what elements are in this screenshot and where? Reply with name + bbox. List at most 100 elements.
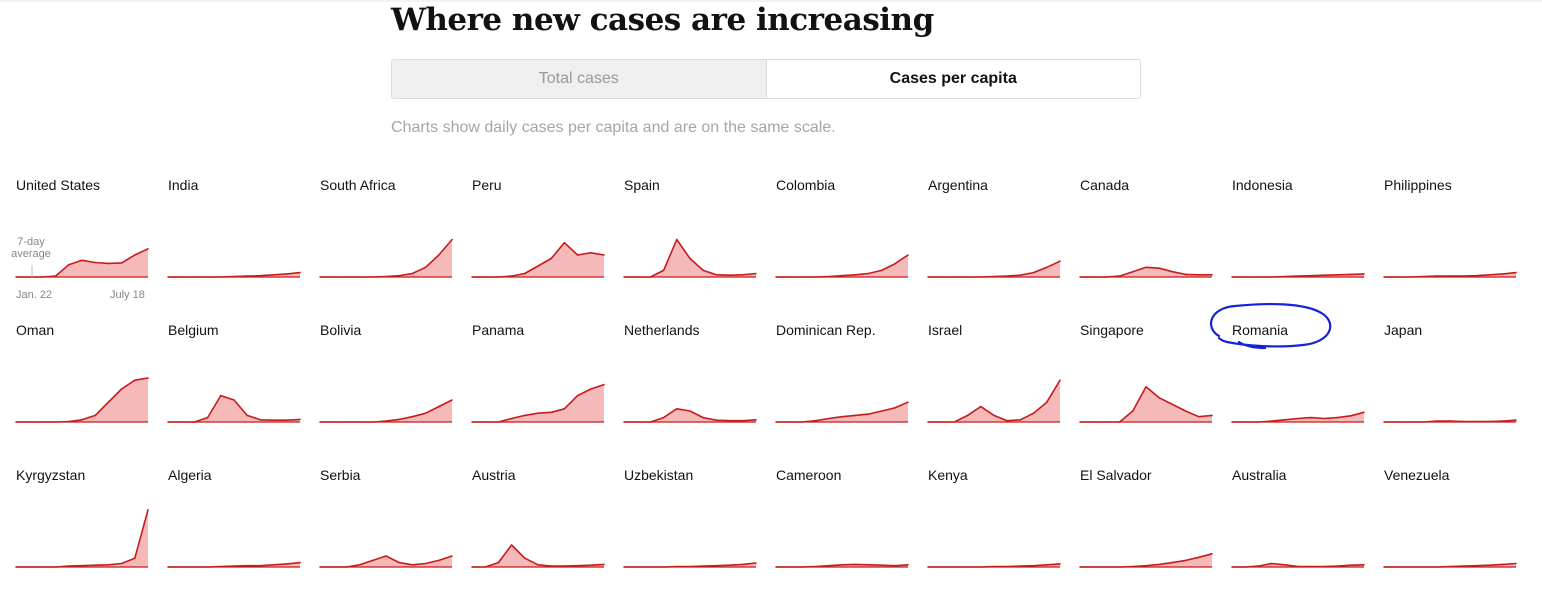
data-point <box>728 419 731 422</box>
data-point <box>649 566 652 568</box>
data-point <box>550 411 552 414</box>
data-point <box>576 394 579 397</box>
area-fill <box>472 545 604 567</box>
data-point <box>193 421 196 423</box>
chart-cell-romania: Romania <box>1231 322 1372 462</box>
chart-cell-japan: Japan <box>1383 322 1524 462</box>
data-point <box>134 379 136 381</box>
data-point <box>966 566 969 568</box>
data-point <box>246 275 248 277</box>
top-rule <box>0 0 1542 2</box>
sparkline-south-africa <box>319 238 453 278</box>
data-point <box>550 565 552 567</box>
sparkline-uzbekistan <box>623 562 757 568</box>
data-point <box>1132 565 1134 568</box>
data-point <box>867 564 870 566</box>
data-point <box>775 566 777 568</box>
data-point <box>1502 420 1504 422</box>
data-point <box>1383 421 1385 423</box>
country-label: Australia <box>1232 467 1287 483</box>
data-point <box>1132 410 1134 412</box>
sparkline-argentina <box>927 260 1061 278</box>
data-point <box>623 276 625 278</box>
data-point <box>107 401 110 403</box>
data-point <box>398 561 400 564</box>
data-point <box>1383 276 1385 278</box>
data-point <box>1488 564 1491 566</box>
data-point <box>1231 421 1233 423</box>
country-label: India <box>168 177 199 193</box>
sparkline-israel <box>927 379 1061 423</box>
sparkline-kyrgyzstan <box>15 509 149 568</box>
sparkline-algeria <box>167 561 301 568</box>
data-point <box>1019 419 1022 421</box>
data-point <box>319 421 321 423</box>
data-point <box>1184 410 1187 412</box>
view-toggle[interactable]: Total cases Cases per capita <box>391 59 1141 99</box>
data-point <box>332 421 334 423</box>
data-point <box>775 421 777 423</box>
data-point <box>68 263 70 266</box>
data-point <box>563 565 566 567</box>
data-point <box>1270 562 1273 565</box>
data-point <box>993 414 995 417</box>
chart-cell-cameroon: Cameroon <box>775 467 916 607</box>
sparkline-canada <box>1079 266 1213 278</box>
data-point <box>484 276 486 278</box>
data-point <box>147 377 149 379</box>
data-point <box>28 566 30 568</box>
data-point <box>590 252 592 254</box>
data-point <box>841 564 843 566</box>
data-point <box>411 564 414 566</box>
country-label: Austria <box>472 467 516 483</box>
data-point <box>180 566 182 568</box>
data-point <box>1336 565 1339 567</box>
total-cases-tab[interactable]: Total cases <box>392 60 767 98</box>
country-label: Venezuela <box>1384 467 1450 483</box>
data-point <box>927 566 929 568</box>
data-point <box>167 276 169 278</box>
chart-cell-venezuela: Venezuela <box>1383 467 1524 607</box>
data-point <box>259 564 262 567</box>
data-point <box>841 274 843 277</box>
data-point <box>398 274 400 277</box>
data-point <box>510 417 513 420</box>
country-label: Dominican Rep. <box>776 322 876 338</box>
area-fill <box>16 509 148 567</box>
data-point <box>1284 419 1286 421</box>
data-point <box>715 274 718 276</box>
chart-cell-canada: Canada <box>1079 177 1220 317</box>
data-point <box>563 408 566 410</box>
sparkline-netherlands <box>623 408 757 423</box>
data-point <box>603 563 605 566</box>
data-point <box>286 419 288 421</box>
data-point <box>728 564 731 566</box>
chart-cell-panama: Panama <box>471 322 612 462</box>
data-point <box>1171 561 1174 564</box>
sparkline-austria <box>471 544 605 568</box>
data-point <box>590 388 592 390</box>
data-point <box>755 272 757 275</box>
country-label: El Salvador <box>1080 467 1152 483</box>
data-point <box>1019 565 1022 567</box>
data-point <box>1158 267 1160 269</box>
data-point <box>814 419 817 422</box>
data-point <box>801 276 804 278</box>
chart-cell-uzbekistan: Uzbekistan <box>623 467 764 607</box>
chart-cell-philippines: Philippines <box>1383 177 1524 317</box>
data-point <box>524 272 526 275</box>
data-point <box>259 419 262 421</box>
data-point <box>1475 420 1478 423</box>
data-point <box>167 421 169 423</box>
data-point <box>623 421 625 423</box>
data-point <box>147 509 149 511</box>
data-point <box>385 275 387 278</box>
data-point <box>1363 273 1365 275</box>
data-point <box>41 276 44 278</box>
data-point <box>1118 275 1121 277</box>
data-point <box>193 276 196 278</box>
data-point <box>1515 562 1517 565</box>
data-point <box>1396 421 1398 423</box>
cases-per-capita-tab[interactable]: Cases per capita <box>766 60 1140 98</box>
data-point <box>81 564 83 567</box>
